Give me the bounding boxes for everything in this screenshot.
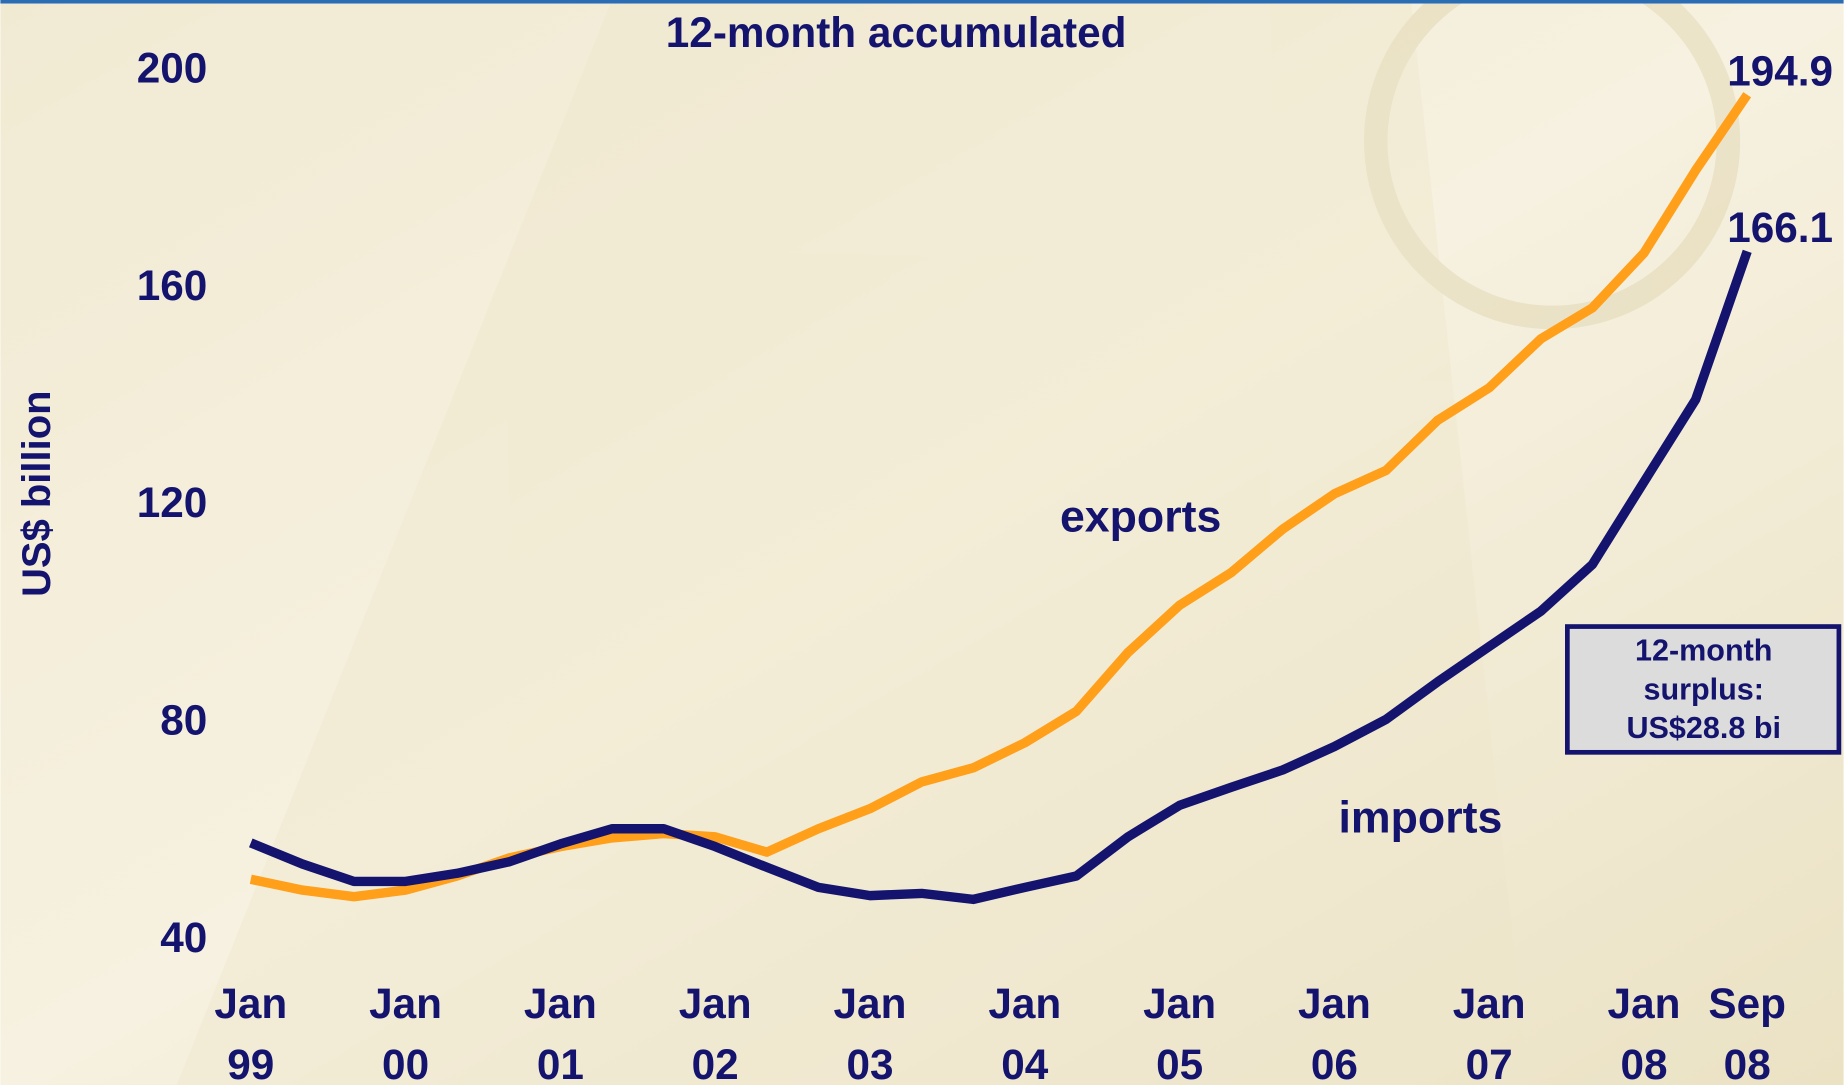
y-tick-label: 120 [137, 479, 208, 526]
y-tick-label: 40 [160, 914, 207, 961]
chart-title: 12-month accumulated [666, 9, 1127, 56]
y-tick-label: 80 [160, 697, 207, 744]
end-value-label: 166.1 [1727, 204, 1833, 251]
y-tick-label: 160 [137, 262, 208, 309]
end-value-label: 194.9 [1727, 47, 1833, 94]
chart: 12-month accumulated US$ billion 12-mont… [0, 0, 1844, 1085]
series-label: imports [1339, 793, 1503, 842]
y-tick-label: 200 [137, 44, 208, 91]
y-axis-label: US$ billion [15, 390, 59, 596]
page: {"chart_data": { "type": "line", "title"… [0, 0, 1844, 1085]
series-label: exports [1060, 492, 1221, 541]
top-border [0, 0, 1843, 4]
